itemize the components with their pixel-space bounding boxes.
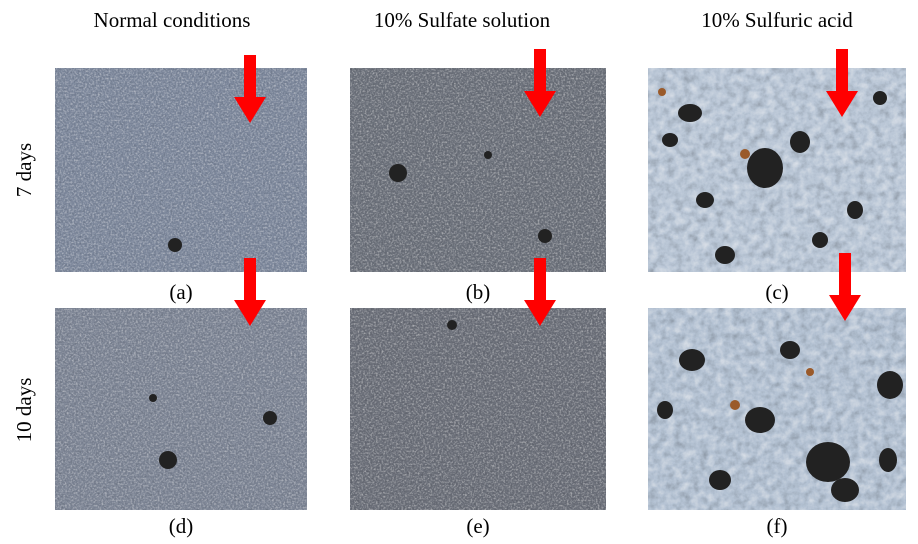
panel-label: (d)	[169, 514, 194, 538]
panel-label: (b)	[466, 280, 491, 304]
column-header: 10% Sulfuric acid	[701, 8, 853, 32]
panel-label: (e)	[466, 514, 489, 538]
column-header: Normal conditions	[94, 8, 251, 32]
figure: Normal conditions 10% Sulfate solution 1…	[0, 0, 918, 544]
micrograph-b	[350, 68, 606, 272]
column-header: 10% Sulfate solution	[374, 8, 551, 32]
panel-label: (c)	[765, 280, 788, 304]
micrograph-e	[350, 308, 606, 510]
row-label: 7 days	[12, 143, 36, 197]
panel-label: (f)	[767, 514, 788, 538]
micrograph-d	[55, 308, 307, 510]
panel-label: (a)	[169, 280, 192, 304]
row-label: 10 days	[12, 378, 36, 443]
micrograph-f	[648, 308, 906, 510]
